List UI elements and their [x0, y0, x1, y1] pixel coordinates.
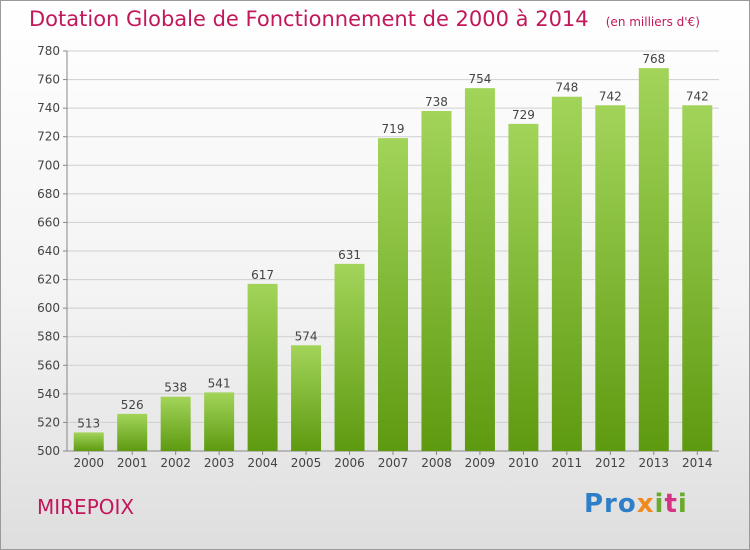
x-tick-label-2000: 2000 [73, 456, 104, 470]
bar-2009 [464, 88, 495, 452]
x-tick-label-2003: 2003 [204, 456, 235, 470]
y-tick-label: 680 [37, 187, 60, 201]
x-tick-label-2008: 2008 [421, 456, 452, 470]
data-label-2007: 719 [382, 122, 405, 136]
bar-2014 [682, 105, 713, 452]
x-tick-label-2002: 2002 [160, 456, 191, 470]
title-block: Dotation Globale de Fonctionnement de 20… [29, 7, 700, 31]
data-label-2009: 754 [468, 72, 491, 86]
chart-subtitle: (en milliers d'€) [605, 15, 700, 29]
x-tick-label-2011: 2011 [552, 456, 583, 470]
bar-2011 [551, 96, 582, 451]
x-tick-label-2005: 2005 [291, 456, 322, 470]
bar-2008 [421, 111, 452, 451]
data-label-2005: 574 [295, 329, 318, 343]
y-tick-label: 760 [37, 73, 60, 87]
data-label-2002: 538 [164, 381, 187, 395]
y-tick-label: 720 [37, 130, 60, 144]
data-label-2003: 541 [208, 376, 231, 390]
x-tick-label-2006: 2006 [334, 456, 365, 470]
bar-2010 [508, 123, 539, 451]
x-tick-label-2001: 2001 [117, 456, 148, 470]
commune-name: MIREPOIX [37, 495, 135, 519]
bar-2001 [117, 413, 148, 451]
y-tick-label: 520 [37, 415, 60, 429]
bar-2002 [160, 396, 191, 451]
y-tick-label: 640 [37, 244, 60, 258]
y-tick-label: 660 [37, 215, 60, 229]
data-label-2001: 526 [121, 398, 144, 412]
y-tick-label: 560 [37, 358, 60, 372]
y-tick-label: 500 [37, 444, 60, 458]
chart-title: Dotation Globale de Fonctionnement de 20… [29, 7, 589, 31]
x-tick-label-2012: 2012 [595, 456, 626, 470]
bar-2012 [595, 105, 626, 452]
bar-2007 [378, 138, 408, 451]
data-label-2010: 729 [512, 108, 535, 122]
bar-2006 [334, 263, 365, 451]
data-label-2012: 742 [599, 89, 622, 103]
x-tick-label-2010: 2010 [508, 456, 539, 470]
x-tick-label-2004: 2004 [247, 456, 278, 470]
proxiti-logo: Proxiti [584, 489, 688, 519]
y-tick-label: 700 [37, 158, 60, 172]
y-tick-label: 780 [37, 44, 60, 58]
x-tick-label-2009: 2009 [465, 456, 496, 470]
data-label-2006: 631 [338, 248, 361, 262]
data-label-2011: 748 [555, 81, 578, 95]
y-tick-label: 580 [37, 330, 60, 344]
y-tick-label: 540 [37, 387, 60, 401]
y-tick-label: 620 [37, 273, 60, 287]
x-tick-label-2014: 2014 [682, 456, 713, 470]
x-tick-label-2007: 2007 [378, 456, 409, 470]
bar-2013 [638, 68, 669, 452]
data-label-2008: 738 [425, 95, 448, 109]
data-label-2004: 617 [251, 268, 274, 282]
bar-2005 [291, 345, 322, 451]
x-tick-label-2013: 2013 [639, 456, 670, 470]
data-label-2014: 742 [686, 89, 709, 103]
bar-2003 [204, 392, 235, 451]
y-tick-label: 740 [37, 101, 60, 115]
bar-2000 [73, 432, 104, 451]
data-label-2013: 768 [642, 52, 665, 66]
data-label-2000: 513 [77, 416, 100, 430]
bar-2004 [247, 283, 278, 451]
y-tick-label: 600 [37, 301, 60, 315]
